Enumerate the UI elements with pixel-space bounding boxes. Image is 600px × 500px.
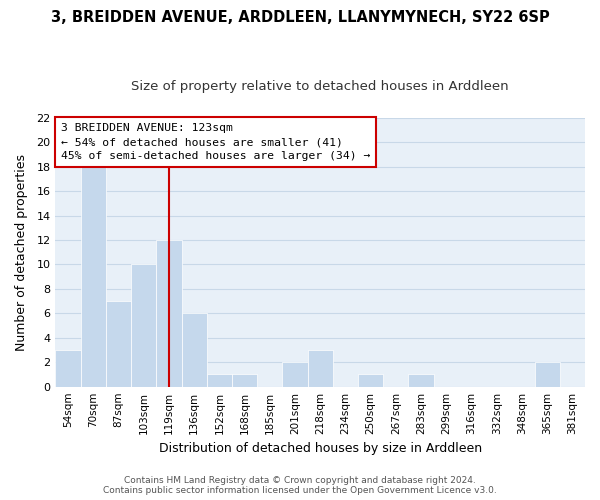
Bar xyxy=(535,362,560,386)
Y-axis label: Number of detached properties: Number of detached properties xyxy=(15,154,28,350)
Bar xyxy=(80,166,106,386)
Bar xyxy=(182,314,207,386)
Bar xyxy=(207,374,232,386)
Text: 3, BREIDDEN AVENUE, ARDDLEEN, LLANYMYNECH, SY22 6SP: 3, BREIDDEN AVENUE, ARDDLEEN, LLANYMYNEC… xyxy=(50,10,550,25)
Bar xyxy=(232,374,257,386)
X-axis label: Distribution of detached houses by size in Arddleen: Distribution of detached houses by size … xyxy=(158,442,482,455)
Text: Contains HM Land Registry data © Crown copyright and database right 2024.
Contai: Contains HM Land Registry data © Crown c… xyxy=(103,476,497,495)
Text: 3 BREIDDEN AVENUE: 123sqm
← 54% of detached houses are smaller (41)
45% of semi-: 3 BREIDDEN AVENUE: 123sqm ← 54% of detac… xyxy=(61,123,370,161)
Bar xyxy=(358,374,383,386)
Bar xyxy=(157,240,182,386)
Bar xyxy=(131,264,157,386)
Bar xyxy=(106,301,131,386)
Title: Size of property relative to detached houses in Arddleen: Size of property relative to detached ho… xyxy=(131,80,509,93)
Bar xyxy=(308,350,333,387)
Bar xyxy=(283,362,308,386)
Bar xyxy=(55,350,80,387)
Bar xyxy=(409,374,434,386)
